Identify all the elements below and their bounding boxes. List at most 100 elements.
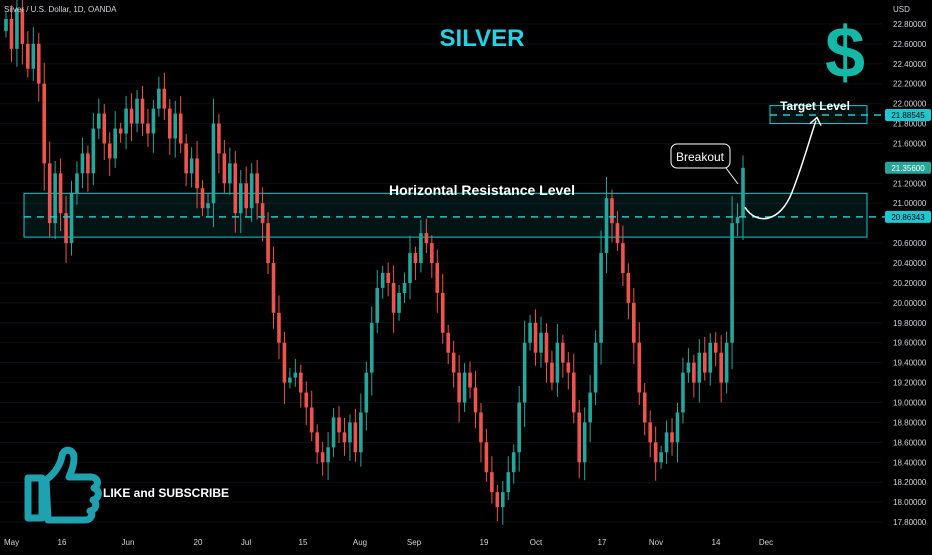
candle-body: [304, 392, 309, 408]
candle-body: [364, 372, 369, 413]
y-tick-label: 18.00000: [893, 498, 927, 507]
candle-body: [42, 83, 47, 164]
candle-body: [260, 203, 265, 224]
x-tick-label: 17: [598, 538, 607, 547]
candle-body: [184, 143, 188, 174]
candle-body: [15, 8, 19, 49]
chart-title: SILVER: [440, 25, 525, 52]
candle-body: [206, 203, 210, 209]
projection-curve: [744, 120, 817, 220]
candle-body: [277, 312, 281, 343]
candle-body: [468, 372, 472, 388]
candle-body: [588, 392, 592, 423]
candle-body: [550, 362, 554, 383]
candle-body: [702, 352, 707, 373]
candle-body: [53, 173, 57, 224]
candle-body: [271, 263, 276, 313]
x-tick-label: Oct: [530, 538, 543, 547]
candle-body: [146, 123, 150, 134]
candle-body: [359, 412, 363, 453]
candle-body: [577, 412, 582, 463]
y-tick-label: 17.80000: [893, 518, 927, 527]
candle-body: [462, 372, 467, 403]
x-tick-label: 20: [194, 538, 203, 547]
candle-body: [31, 43, 36, 69]
candle-body: [615, 223, 620, 244]
y-tick-label: 21.20000: [893, 179, 927, 188]
x-tick-label: 14: [712, 538, 721, 547]
resistance-label: Horizontal Resistance Level: [389, 182, 575, 198]
candle-body: [402, 282, 407, 293]
time-axis: May 16 Jun 20 Jul 15 Aug Sep 19 Oct 17 Nov 14 Dec: [4, 538, 773, 547]
candle-body: [397, 292, 401, 313]
candle-body: [249, 173, 254, 209]
candle-body: [353, 422, 358, 453]
candle-body: [506, 472, 511, 493]
x-tick-label: 19: [480, 538, 489, 547]
price-badge: [885, 161, 931, 174]
y-tick-label: 22.20000: [893, 80, 927, 89]
candle-body: [593, 342, 598, 393]
x-tick-label: Jun: [122, 538, 135, 547]
candle-body: [457, 372, 461, 403]
like-subscribe-text: LIKE and SUBSCRIBE: [103, 486, 230, 500]
candle-body: [4, 18, 8, 31]
candle-body: [342, 432, 347, 443]
candle-body: [222, 153, 227, 184]
y-tick-label: 21.00000: [893, 199, 927, 208]
price-badge-label: 20.86343: [891, 213, 925, 222]
y-tick-label: 20.40000: [893, 259, 927, 268]
candle-body: [69, 193, 74, 244]
candle-body: [670, 432, 674, 443]
candle-body: [151, 108, 156, 134]
candle-body: [675, 412, 680, 443]
price-badge: [885, 210, 931, 223]
y-tick-label: 20.20000: [893, 279, 927, 288]
candle-body: [315, 432, 319, 453]
candle-body: [386, 272, 390, 283]
price-axis: 17.80000 18.00000 18.20000 18.40000 18.60000…: [885, 20, 931, 527]
x-tick-label: 16: [58, 538, 67, 547]
candle-body: [162, 88, 167, 109]
y-tick-label: 18.40000: [893, 458, 927, 467]
candle-body: [435, 263, 440, 293]
price-badge-label: 21.35600: [891, 164, 925, 173]
x-tick-label: Dec: [759, 538, 773, 547]
breakout-label: Breakout: [676, 150, 725, 164]
candle-body: [495, 492, 500, 508]
candle-body: [118, 128, 123, 134]
candle-body: [113, 128, 117, 159]
candle-body: [528, 322, 532, 343]
y-tick-label: 19.00000: [893, 398, 927, 407]
candle-body: [555, 342, 560, 383]
candle-body: [244, 183, 249, 209]
candle-body: [642, 392, 647, 423]
candle-body: [621, 243, 625, 273]
candle-body: [713, 342, 718, 353]
y-tick-label: 18.20000: [893, 478, 927, 487]
candle-body: [36, 43, 41, 84]
candle-body: [26, 43, 30, 69]
candle-body: [255, 173, 259, 204]
candle-body: [80, 153, 85, 174]
candle-body: [724, 342, 729, 383]
candle-body: [517, 402, 521, 453]
x-tick-label: Aug: [353, 538, 367, 547]
candle-body: [484, 442, 489, 473]
y-tick-label: 19.60000: [893, 339, 927, 348]
candle-body: [97, 113, 101, 129]
price-badge-label: 21.88545: [891, 111, 925, 120]
candle-body: [47, 163, 52, 224]
y-tick-label: 20.00000: [893, 299, 927, 308]
candle-body: [266, 223, 270, 264]
y-tick-label: 19.80000: [893, 319, 927, 328]
candle-body: [604, 198, 609, 254]
x-tick-label: Nov: [649, 538, 663, 547]
breakout-callout: Breakout: [670, 143, 739, 185]
x-tick-label: May: [4, 538, 19, 547]
candle-body: [659, 452, 663, 463]
candle-body: [446, 332, 451, 353]
candle-body: [58, 173, 63, 214]
candle-body: [692, 362, 696, 383]
